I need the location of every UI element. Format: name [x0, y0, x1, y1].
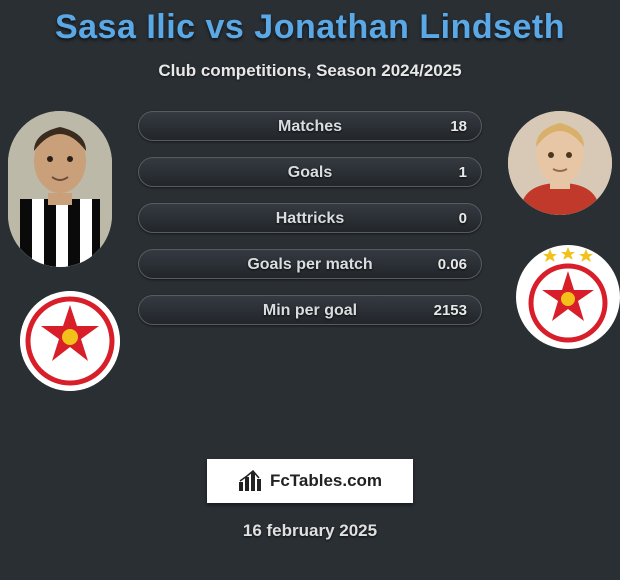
stat-row: Matches 18: [138, 111, 482, 141]
stat-label: Matches: [139, 112, 481, 140]
stat-row: Hattricks 0: [138, 203, 482, 233]
club-right-badge: [516, 245, 620, 349]
stat-row: Goals 1: [138, 157, 482, 187]
stat-value: 0.06: [438, 250, 467, 278]
player-right-avatar: [508, 111, 612, 215]
date-text: 16 february 2025: [0, 521, 620, 541]
stat-label: Goals: [139, 158, 481, 186]
club-left-badge: [20, 291, 120, 391]
stat-value: 18: [450, 112, 467, 140]
stat-row: Goals per match 0.06: [138, 249, 482, 279]
attribution-text: FcTables.com: [270, 471, 382, 491]
stats-list: Matches 18 Goals 1 Hattricks 0 Goals per…: [138, 111, 482, 341]
stat-value: 2153: [434, 296, 467, 324]
stat-label: Goals per match: [139, 250, 481, 278]
bar-chart-icon: [238, 470, 264, 492]
player-left-avatar: [8, 111, 112, 267]
page-title: Sasa Ilic vs Jonathan Lindseth: [0, 0, 620, 47]
stat-row: Min per goal 2153: [138, 295, 482, 325]
subtitle: Club competitions, Season 2024/2025: [0, 61, 620, 81]
stat-value: 1: [459, 158, 467, 186]
attribution-badge: FcTables.com: [207, 459, 413, 503]
comparison-panel: Matches 18 Goals 1 Hattricks 0 Goals per…: [0, 111, 620, 411]
stat-label: Hattricks: [139, 204, 481, 232]
stat-label: Min per goal: [139, 296, 481, 324]
stat-value: 0: [459, 204, 467, 232]
